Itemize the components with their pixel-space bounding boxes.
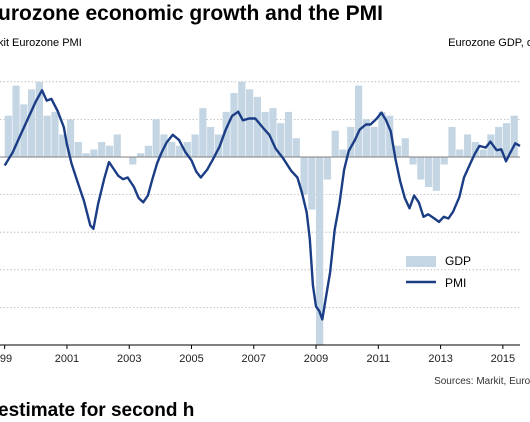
x-tick-label: 2007 bbox=[242, 353, 266, 365]
gdp-bar bbox=[35, 81, 43, 157]
x-tick-label: 2009 bbox=[304, 353, 328, 365]
gdp-bar bbox=[113, 134, 121, 157]
gdp-bar bbox=[4, 115, 12, 157]
gdp-bar bbox=[432, 157, 440, 191]
right-axis-label: Eurozone GDP, q/ bbox=[448, 37, 530, 49]
gdp-bar bbox=[417, 157, 425, 180]
gdp-bar bbox=[261, 111, 269, 157]
gdp-bar bbox=[230, 93, 238, 157]
gdp-bar bbox=[51, 111, 59, 157]
x-tick-label: 2001 bbox=[55, 353, 79, 365]
gdp-bar bbox=[214, 134, 223, 157]
gdp-bar bbox=[82, 153, 90, 157]
gdp-bar bbox=[12, 85, 20, 157]
gdp-bar bbox=[440, 157, 448, 165]
gdp-bar bbox=[144, 145, 152, 157]
footer-text: estimate for second h bbox=[0, 400, 195, 421]
gdp-bar bbox=[245, 89, 254, 157]
x-tick-label: 2005 bbox=[179, 353, 203, 365]
source-note: Sources: Markit, Eurost bbox=[434, 376, 530, 387]
chart-title: urozone economic growth and the PMI bbox=[0, 2, 384, 25]
gdp-bar bbox=[308, 157, 316, 210]
gdp-bar bbox=[463, 134, 472, 157]
x-tick-label: 2015 bbox=[491, 353, 515, 365]
gdp-bar bbox=[98, 141, 106, 157]
legend-gdp-swatch bbox=[406, 256, 436, 267]
gdp-bar bbox=[487, 134, 495, 157]
gdp-bar bbox=[292, 138, 300, 157]
gdp-bar bbox=[300, 157, 308, 195]
gdp-bar bbox=[284, 111, 293, 157]
gdp-bar bbox=[479, 149, 487, 157]
gdp-bar bbox=[253, 96, 261, 157]
gdp-bar bbox=[347, 126, 355, 157]
gdp-bar bbox=[191, 134, 199, 157]
gdp-bar bbox=[105, 145, 114, 157]
gdp-bar bbox=[502, 123, 511, 157]
gdp-bar bbox=[90, 149, 98, 157]
x-tick-label: 2011 bbox=[366, 353, 390, 365]
legend-gdp-label: GDP bbox=[445, 254, 471, 268]
x-tick-label: 2003 bbox=[117, 353, 141, 365]
gdp-bar bbox=[66, 119, 75, 157]
gdp-bar bbox=[59, 134, 67, 157]
gdp-bar bbox=[20, 104, 28, 157]
gdp-bar bbox=[168, 141, 176, 157]
gdp-bar bbox=[269, 108, 277, 157]
legend: GDP PMI bbox=[406, 254, 471, 290]
gdp-bar bbox=[222, 111, 230, 157]
gdp-bar bbox=[339, 149, 347, 157]
gdp-bar bbox=[401, 138, 409, 157]
gdp-bar bbox=[378, 111, 386, 157]
gdp-bar bbox=[43, 115, 51, 157]
gdp-bar bbox=[28, 89, 36, 157]
gdp-bar bbox=[362, 119, 370, 157]
gdp-bar bbox=[409, 157, 417, 165]
gdp-bar bbox=[129, 157, 137, 165]
x-tick-label: 2013 bbox=[428, 353, 452, 365]
gdp-bar bbox=[175, 145, 184, 157]
gdp-bar bbox=[316, 157, 324, 345]
gdp-bar bbox=[183, 141, 191, 157]
gdp-bar bbox=[510, 115, 518, 157]
x-tick-label: 99 bbox=[0, 353, 12, 365]
gdp-bar bbox=[448, 126, 456, 157]
gdp-bar bbox=[207, 126, 215, 157]
gdp-bar bbox=[456, 149, 464, 157]
gdp-bar bbox=[354, 85, 363, 157]
gdp-bar bbox=[425, 157, 433, 188]
gdp-bar bbox=[393, 145, 402, 157]
pmi-line bbox=[3, 89, 521, 321]
gdp-bar bbox=[331, 130, 339, 157]
gdp-bar bbox=[199, 108, 207, 157]
gdp-bar bbox=[495, 126, 503, 157]
gdp-bar bbox=[386, 115, 394, 157]
gdp-bar bbox=[370, 126, 378, 157]
gdp-bar bbox=[152, 119, 160, 157]
gdp-bar bbox=[137, 153, 145, 157]
gdp-bar bbox=[471, 141, 479, 157]
legend-pmi-label: PMI bbox=[445, 276, 466, 290]
gdp-bar bbox=[323, 157, 332, 180]
gdp-bar bbox=[74, 141, 82, 157]
left-axis-label: kit Eurozone PMI bbox=[0, 37, 82, 49]
gdp-bar bbox=[277, 123, 285, 157]
